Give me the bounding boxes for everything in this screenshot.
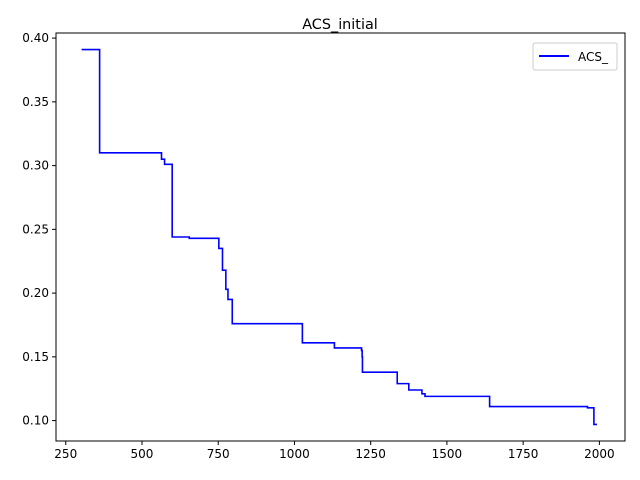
y-tick-label: 0.35 <box>22 95 49 109</box>
y-tick-label: 0.20 <box>22 286 49 300</box>
legend-box <box>532 42 618 71</box>
x-tick-label: 1750 <box>508 447 539 461</box>
y-tick-label: 0.10 <box>22 414 49 428</box>
y-tick-label: 0.15 <box>22 350 49 364</box>
legend: ACS_ <box>532 42 618 71</box>
chart-title: ACS_initial <box>302 17 378 33</box>
legend-label: ACS_ <box>578 50 609 64</box>
y-axis: 0.10 0.15 0.20 0.25 0.30 0.35 0.40 <box>22 31 56 428</box>
y-tick-label: 0.30 <box>22 159 49 173</box>
x-tick-label: 500 <box>131 447 154 461</box>
x-tick-label: 1250 <box>355 447 386 461</box>
x-tick-label: 250 <box>54 447 77 461</box>
x-tick-label: 2000 <box>584 447 615 461</box>
x-tick-label: 1500 <box>432 447 463 461</box>
plot-area <box>81 48 597 426</box>
x-tick-label: 750 <box>207 447 230 461</box>
y-tick-label: 0.40 <box>22 31 49 45</box>
y-tick-label: 0.25 <box>22 222 49 236</box>
series-line <box>81 48 597 426</box>
x-tick-label: 1000 <box>279 447 310 461</box>
x-axis: 250 500 750 1000 1250 1500 1750 2000 <box>54 441 615 461</box>
axes-frame <box>55 32 626 442</box>
